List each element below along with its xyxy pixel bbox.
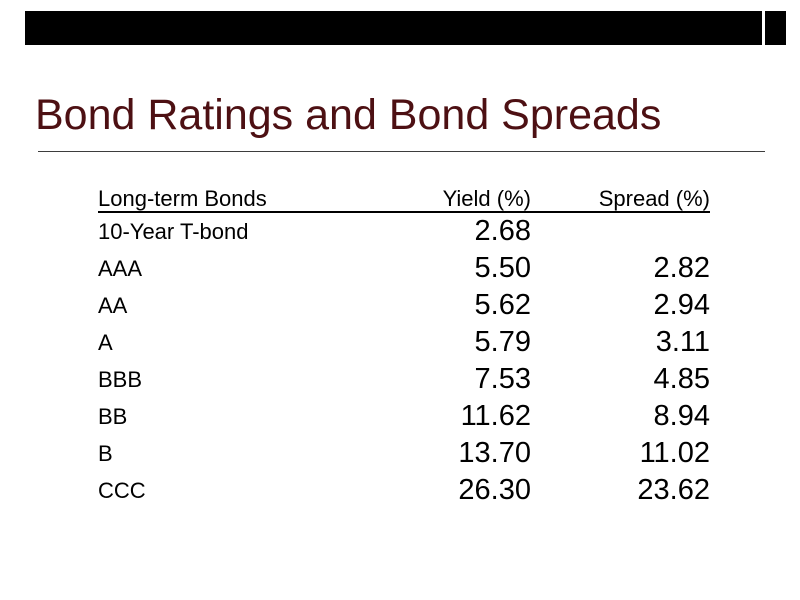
- spread-value: 4.85: [653, 363, 710, 395]
- table-header-row: Long-term Bonds Yield (%) Spread (%): [98, 186, 710, 213]
- bond-rating-label: B: [98, 440, 113, 466]
- bond-rating-label: AAA: [98, 255, 143, 281]
- title-divider: [38, 151, 765, 152]
- bond-rating-label: AA: [98, 292, 128, 318]
- yield-value: 5.50: [474, 252, 531, 284]
- table-row: AAA 5.50 2.82: [98, 250, 710, 287]
- spread-value: 23.62: [637, 474, 710, 506]
- table-row: BB 11.62 8.94: [98, 398, 710, 435]
- spread-value: 2.82: [653, 252, 710, 284]
- yield-value: 2.68: [474, 215, 531, 247]
- table-body: 10-Year T-bond 2.68 AAA 5.50 2.82 AA 5.6…: [98, 213, 710, 509]
- yield-value: 5.79: [474, 326, 531, 358]
- yield-value: 7.53: [474, 363, 531, 395]
- header-yield: Yield (%): [442, 186, 531, 211]
- table-row: CCC 26.30 23.62: [98, 472, 710, 509]
- bond-rating-label: BBB: [98, 366, 143, 392]
- top-bar-square-decoration: [765, 11, 786, 45]
- yield-value: 11.62: [460, 400, 531, 432]
- top-bar-decoration: [25, 11, 762, 45]
- spread-value: 2.94: [653, 289, 710, 321]
- yield-value: 5.62: [474, 289, 531, 321]
- bond-table: Long-term Bonds Yield (%) Spread (%) 10-…: [98, 186, 745, 509]
- table-row: A 5.79 3.11: [98, 324, 710, 361]
- spread-value: 8.94: [653, 400, 710, 432]
- yield-value: 26.30: [458, 474, 531, 506]
- header-spread: Spread (%): [598, 186, 710, 211]
- table-row: AA 5.62 2.94: [98, 287, 710, 324]
- bond-rating-label: 10-Year T-bond: [98, 218, 249, 244]
- table-row: 10-Year T-bond 2.68: [98, 213, 710, 250]
- table-row: B 13.70 11.02: [98, 435, 710, 472]
- spread-value: 3.11: [655, 326, 710, 358]
- yield-value: 13.70: [458, 437, 531, 469]
- bond-rating-label: BB: [98, 403, 128, 429]
- table-row: BBB 7.53 4.85: [98, 361, 710, 398]
- bond-rating-label: A: [98, 329, 113, 355]
- slide-title: Bond Ratings and Bond Spreads: [35, 91, 662, 139]
- header-long-term-bonds: Long-term Bonds: [98, 186, 267, 211]
- bond-rating-label: CCC: [98, 477, 146, 503]
- spread-value: 11.02: [639, 437, 710, 469]
